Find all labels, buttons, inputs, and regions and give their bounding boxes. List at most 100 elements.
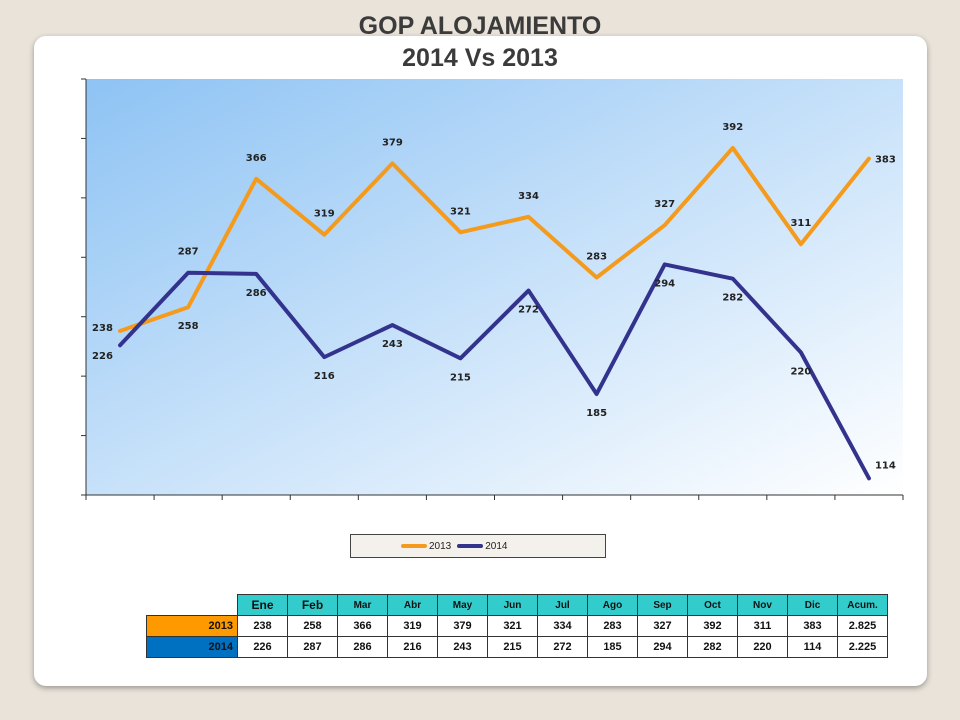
table-header-cell: Acum. [837,594,888,616]
table-header-cell: Ene [237,594,288,616]
table-cell: 114 [787,636,838,658]
table-header-cell: Abr [387,594,438,616]
data-point-2013 [663,223,667,227]
data-point-2013 [527,215,531,219]
table-cell: 272 [537,636,588,658]
table-corner [147,595,238,616]
data-point-2014 [799,350,803,354]
table-header-row: Ene Feb Mar Abr May Jun Jul Ago Sep Oct Nov Dic Acum… [147,594,888,616]
data-label-2013: 238 [92,323,113,334]
table-cell: 321 [487,615,538,637]
legend-swatch-2013 [401,544,427,548]
data-point-2014 [322,355,326,359]
table-header-cell: Jul [537,594,588,616]
data-label-2013: 334 [518,191,539,202]
table-row-label: 2013 [146,615,238,637]
table-cell: 334 [537,615,588,637]
data-point-2014 [867,476,871,480]
series-line-2013 [118,145,871,333]
chart-subtitle: 2014 Vs 2013 [402,44,558,72]
table-cell: 2.225 [837,636,888,658]
legend-item-2013: 2013 [401,541,451,552]
table-header-cell: Mar [337,594,388,616]
data-label-2013: 379 [382,137,403,148]
table-cell: 294 [637,636,688,658]
table-cell: 2.825 [837,615,888,637]
data-point-2014 [527,289,531,293]
data-point-2014 [254,272,258,276]
legend-item-2014: 2014 [457,540,508,552]
table-cell: 311 [737,615,788,637]
data-label-2013: 321 [450,206,471,217]
legend-label-2013: 2013 [429,540,452,552]
data-point-2014 [390,323,394,327]
table-row-label: 2014 [146,636,238,658]
data-label-2014: 185 [586,408,607,419]
data-label-2014: 272 [518,305,539,316]
data-point-2014 [458,356,462,360]
legend-label-2014: 2014 [485,540,508,552]
data-label-2013: 327 [654,199,675,210]
data-point-2014 [595,392,599,396]
chart-title: GOP ALOJAMIENTO [358,12,602,40]
table-cell: 383 [787,615,838,637]
data-label-2013: 283 [586,251,607,262]
plot-area [86,79,903,495]
data-point-2013 [799,242,803,246]
data-point-2014 [186,271,190,275]
data-point-2014 [663,262,667,266]
data-point-2013 [186,305,190,309]
data-label-2013: 366 [246,153,267,164]
data-label-2013: 392 [722,122,743,133]
series-line-2014 [118,262,871,481]
table-cell: 243 [437,636,488,658]
table-cell: 185 [587,636,638,658]
data-label-2014: 114 [875,460,896,471]
table-cell: 238 [237,615,288,637]
data-point-2013 [390,161,394,165]
table-cell: 392 [687,615,738,637]
data-label-2014: 226 [92,351,113,362]
data-label-2014: 215 [450,372,471,383]
legend-swatch-2014 [457,544,484,548]
table-header-cell: Feb [287,594,338,616]
table-cell: 226 [237,636,288,658]
table-header-cell: Nov [737,594,788,616]
data-label-2014: 216 [314,371,335,382]
data-point-2013 [118,329,122,333]
data-point-2013 [254,177,258,181]
data-label-2014: 220 [790,366,811,377]
table-cell: 283 [587,615,638,637]
table-cell: 286 [337,636,388,658]
data-label-2013: 311 [790,218,811,229]
data-label-2014: 243 [382,339,403,350]
table-cell: 327 [637,615,688,637]
table-row: 2014 226 287 286 216 243 215 272 185 294 282 220 114… [146,636,888,658]
table-header-cell: Sep [637,594,688,616]
table-cell: 216 [387,636,438,658]
data-point-2013 [458,230,462,234]
table-header-cell: May [437,594,488,616]
table-cell: 287 [287,636,338,658]
data-label-2013: 383 [875,155,896,166]
table-header-cell: Oct [687,594,738,616]
table-cell: 258 [287,615,338,637]
data-label-2014: 294 [654,278,675,289]
chart-legend: 2013 2014 [350,534,606,558]
table-header-cell: Jun [487,594,538,616]
data-point-2013 [867,157,871,161]
data-label-2013: 319 [314,209,335,220]
data-label-2014: 286 [246,288,267,299]
table-cell: 379 [437,615,488,637]
table-cell: 366 [337,615,388,637]
table-cell: 319 [387,615,438,637]
data-label-2014: 282 [722,293,743,304]
data-point-2014 [118,343,122,347]
data-point-2013 [731,146,735,150]
table-cell: 220 [737,636,788,658]
table-cell: 282 [687,636,738,658]
data-label-2013: 258 [178,321,199,332]
table-header-cell: Dic [787,594,838,616]
data-point-2014 [731,277,735,281]
